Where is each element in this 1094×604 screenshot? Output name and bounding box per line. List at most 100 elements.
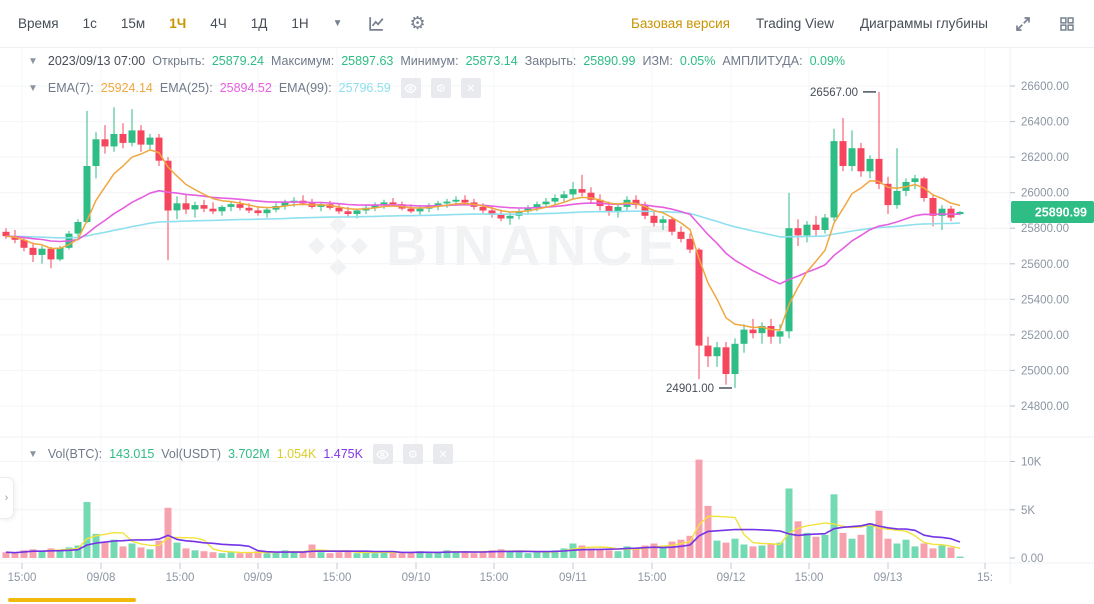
low-value: 25873.14 <box>465 54 518 68</box>
svg-text:09/11: 09/11 <box>559 572 587 584</box>
pane-separators <box>0 48 1094 585</box>
ema99-value: 25796.59 <box>338 81 391 95</box>
time-label: Время <box>18 16 59 31</box>
watermark-text: BINANCE <box>386 214 681 278</box>
candle-datetime: 2023/09/13 07:00 <box>47 54 146 68</box>
volume-axis: 10K 5K 0.00 <box>1010 457 1043 565</box>
open-value: 25879.24 <box>211 54 264 68</box>
chart-toolbar: Время 1с 15м 1Ч 4Ч 1Д 1Н ▼ ⚙ Базовая вер… <box>0 0 1094 48</box>
amplitude-value: 0.09% <box>809 54 846 68</box>
svg-text:25400.00: 25400.00 <box>1021 294 1069 306</box>
svg-text:09/13: 09/13 <box>874 572 903 584</box>
svg-text:26600.00: 26600.00 <box>1021 81 1069 93</box>
view-switch-group: Базовая версия Trading View Диаграммы гл… <box>631 15 1076 33</box>
svg-text:10K: 10K <box>1021 457 1042 469</box>
interval-1w[interactable]: 1Н <box>291 16 309 31</box>
interval-group: Время 1с 15м 1Ч 4Ч 1Д 1Н ▼ ⚙ <box>18 13 426 34</box>
svg-text:25800.00: 25800.00 <box>1021 223 1069 235</box>
svg-text:26000.00: 26000.00 <box>1021 188 1069 200</box>
ema25-value: 25894.52 <box>219 81 272 95</box>
grid-layout-icon[interactable] <box>1058 15 1076 33</box>
svg-text:15:00: 15:00 <box>8 572 37 584</box>
eye-icon[interactable] <box>400 78 421 98</box>
svg-text:15:00: 15:00 <box>795 572 824 584</box>
candlestick-layer <box>2 91 964 388</box>
chevron-down-icon[interactable]: ▼ <box>28 82 38 94</box>
interval-1h[interactable]: 1Ч <box>169 16 187 31</box>
svg-text:24901.00: 24901.00 <box>666 383 714 395</box>
interval-15m[interactable]: 15м <box>120 16 146 31</box>
ohlc-legend: ▼ 2023/09/13 07:00 Открыть: 25879.24 Мак… <box>28 54 845 68</box>
vol-usdt-label: Vol(USDT) <box>161 447 222 461</box>
gridlines <box>0 48 1010 563</box>
ema7-label: EMA(7): <box>47 81 94 95</box>
eye-icon[interactable] <box>372 444 393 464</box>
close-label: Закрыть: <box>524 54 577 68</box>
expand-icon[interactable] <box>1014 15 1032 33</box>
close-value: 25890.99 <box>583 54 636 68</box>
volume-legend: ▼ Vol(BTC): 143.015 Vol(USDT) 3.702M 1.0… <box>28 444 453 464</box>
chevron-down-icon[interactable]: ▼ <box>28 55 38 67</box>
vol-usdt-value: 3.702M <box>228 447 270 461</box>
amplitude-label: АМПЛИТУДА: <box>722 54 803 68</box>
view-depth[interactable]: Диаграммы глубины <box>860 16 988 31</box>
horizontal-scrollbar[interactable] <box>8 598 136 602</box>
svg-text:15:00: 15:00 <box>166 572 195 584</box>
chevron-down-icon[interactable]: ▼ <box>28 448 38 460</box>
vol-btc-value: 143.015 <box>109 447 155 461</box>
svg-text:5K: 5K <box>1021 505 1035 517</box>
svg-text:26200.00: 26200.00 <box>1021 152 1069 164</box>
vol-ma10-value: 1.475K <box>323 447 363 461</box>
close-icon[interactable]: ✕ <box>460 78 481 98</box>
binance-watermark: BINANCE <box>306 213 681 279</box>
ema25-label: EMA(25): <box>159 81 213 95</box>
time-axis: 15:00 09/08 15:00 09/09 15:00 09/10 15:00 09/11… <box>8 563 993 584</box>
expand-panel-tab[interactable]: › <box>0 477 14 519</box>
high-label: Максимум: <box>270 54 335 68</box>
low-label: Минимум: <box>400 54 459 68</box>
svg-text:09/10: 09/10 <box>402 572 431 584</box>
svg-text:15:: 15: <box>977 572 993 584</box>
svg-text:25200.00: 25200.00 <box>1021 330 1069 342</box>
gear-icon[interactable]: ⚙ <box>409 13 426 33</box>
kline-chart-icon[interactable] <box>367 14 386 33</box>
ema99-line <box>5 210 961 239</box>
svg-text:26567.00: 26567.00 <box>810 87 858 99</box>
gear-icon[interactable]: ⚙ <box>402 444 423 464</box>
change-value: 0.05% <box>679 54 716 68</box>
svg-text:24800.00: 24800.00 <box>1021 401 1069 413</box>
svg-text:25600.00: 25600.00 <box>1021 259 1069 271</box>
svg-text:09/09: 09/09 <box>244 572 273 584</box>
svg-text:15:00: 15:00 <box>323 572 352 584</box>
svg-text:25000.00: 25000.00 <box>1021 365 1069 377</box>
gear-icon[interactable]: ⚙ <box>430 78 451 98</box>
open-label: Открыть: <box>152 54 205 68</box>
change-label: ИЗМ: <box>642 54 673 68</box>
view-tradingview[interactable]: Trading View <box>755 16 834 31</box>
volume-bars-layer <box>2 459 964 558</box>
svg-text:0.00: 0.00 <box>1021 553 1043 565</box>
svg-text:09/08: 09/08 <box>87 572 116 584</box>
interval-1s[interactable]: 1с <box>82 16 97 31</box>
close-icon[interactable]: ✕ <box>432 444 453 464</box>
svg-text:15:00: 15:00 <box>480 572 509 584</box>
vol-ma5-value: 1.054K <box>276 447 317 461</box>
binance-logo-icon <box>308 216 368 276</box>
ema25-line <box>5 189 961 285</box>
last-price-badge: 25890.99 <box>1011 201 1094 223</box>
vol-btc-label: Vol(BTC): <box>47 447 103 461</box>
view-basic[interactable]: Базовая версия <box>630 16 730 31</box>
svg-text:26400.00: 26400.00 <box>1021 117 1069 129</box>
interval-4h[interactable]: 4Ч <box>210 16 227 31</box>
interval-1d[interactable]: 1Д <box>250 16 268 31</box>
price-annotations: 26567.00 24901.00 <box>666 87 876 395</box>
svg-text:09/12: 09/12 <box>717 572 746 584</box>
svg-text:15:00: 15:00 <box>638 572 667 584</box>
volume-ma10-line <box>5 522 961 554</box>
chevron-down-icon[interactable]: ▼ <box>332 18 343 29</box>
ema7-value: 25924.14 <box>100 81 153 95</box>
ema7-line <box>5 149 961 331</box>
ema-legend: ▼ EMA(7): 25924.14 EMA(25): 25894.52 EMA… <box>28 78 481 98</box>
